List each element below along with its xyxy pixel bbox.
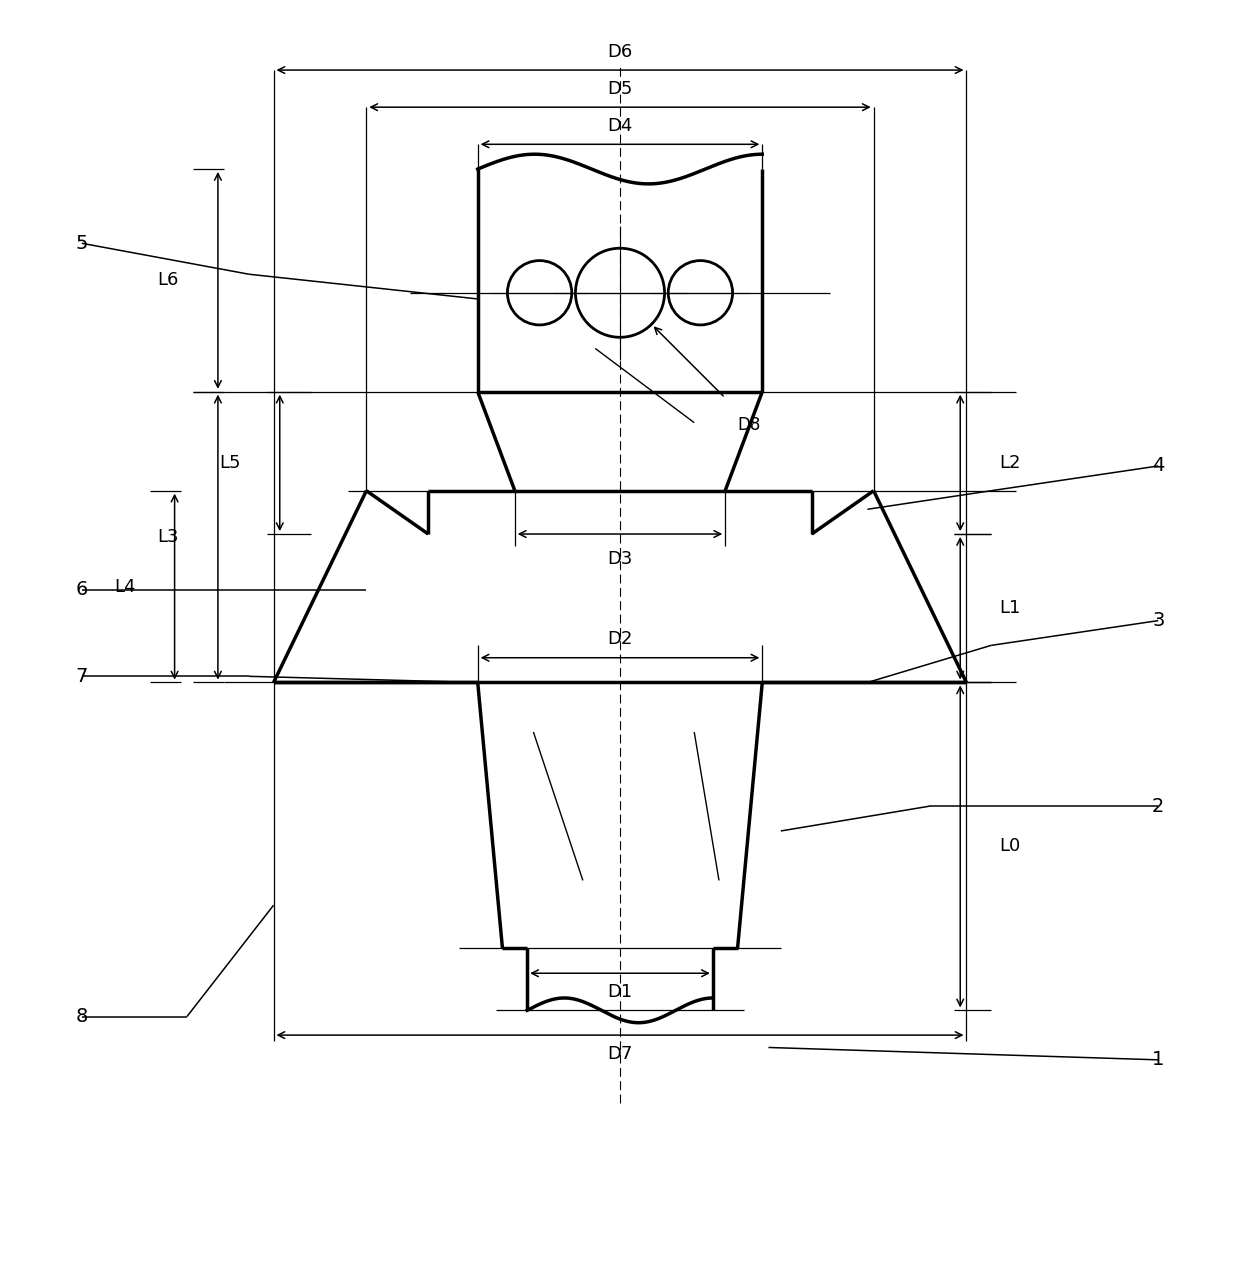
Text: L6: L6 [157,271,179,290]
Text: 8: 8 [76,1006,88,1025]
Text: L5: L5 [219,454,241,472]
Text: D1: D1 [608,982,632,1001]
Text: 1: 1 [1152,1051,1164,1070]
Text: 2: 2 [1152,796,1164,815]
Text: 4: 4 [1152,457,1164,476]
Text: D4: D4 [608,116,632,134]
Text: L1: L1 [999,599,1021,618]
Text: L2: L2 [999,454,1021,472]
Text: D3: D3 [608,549,632,567]
Text: D5: D5 [608,80,632,97]
Text: L4: L4 [114,577,136,595]
Text: D7: D7 [608,1044,632,1062]
Text: D2: D2 [608,630,632,648]
Text: 6: 6 [76,580,88,599]
Text: 3: 3 [1152,611,1164,630]
Text: L3: L3 [157,528,179,546]
Text: 7: 7 [76,667,88,686]
Text: D8: D8 [738,417,761,434]
Text: L0: L0 [999,837,1021,856]
Text: D6: D6 [608,43,632,61]
Text: 5: 5 [76,234,88,253]
